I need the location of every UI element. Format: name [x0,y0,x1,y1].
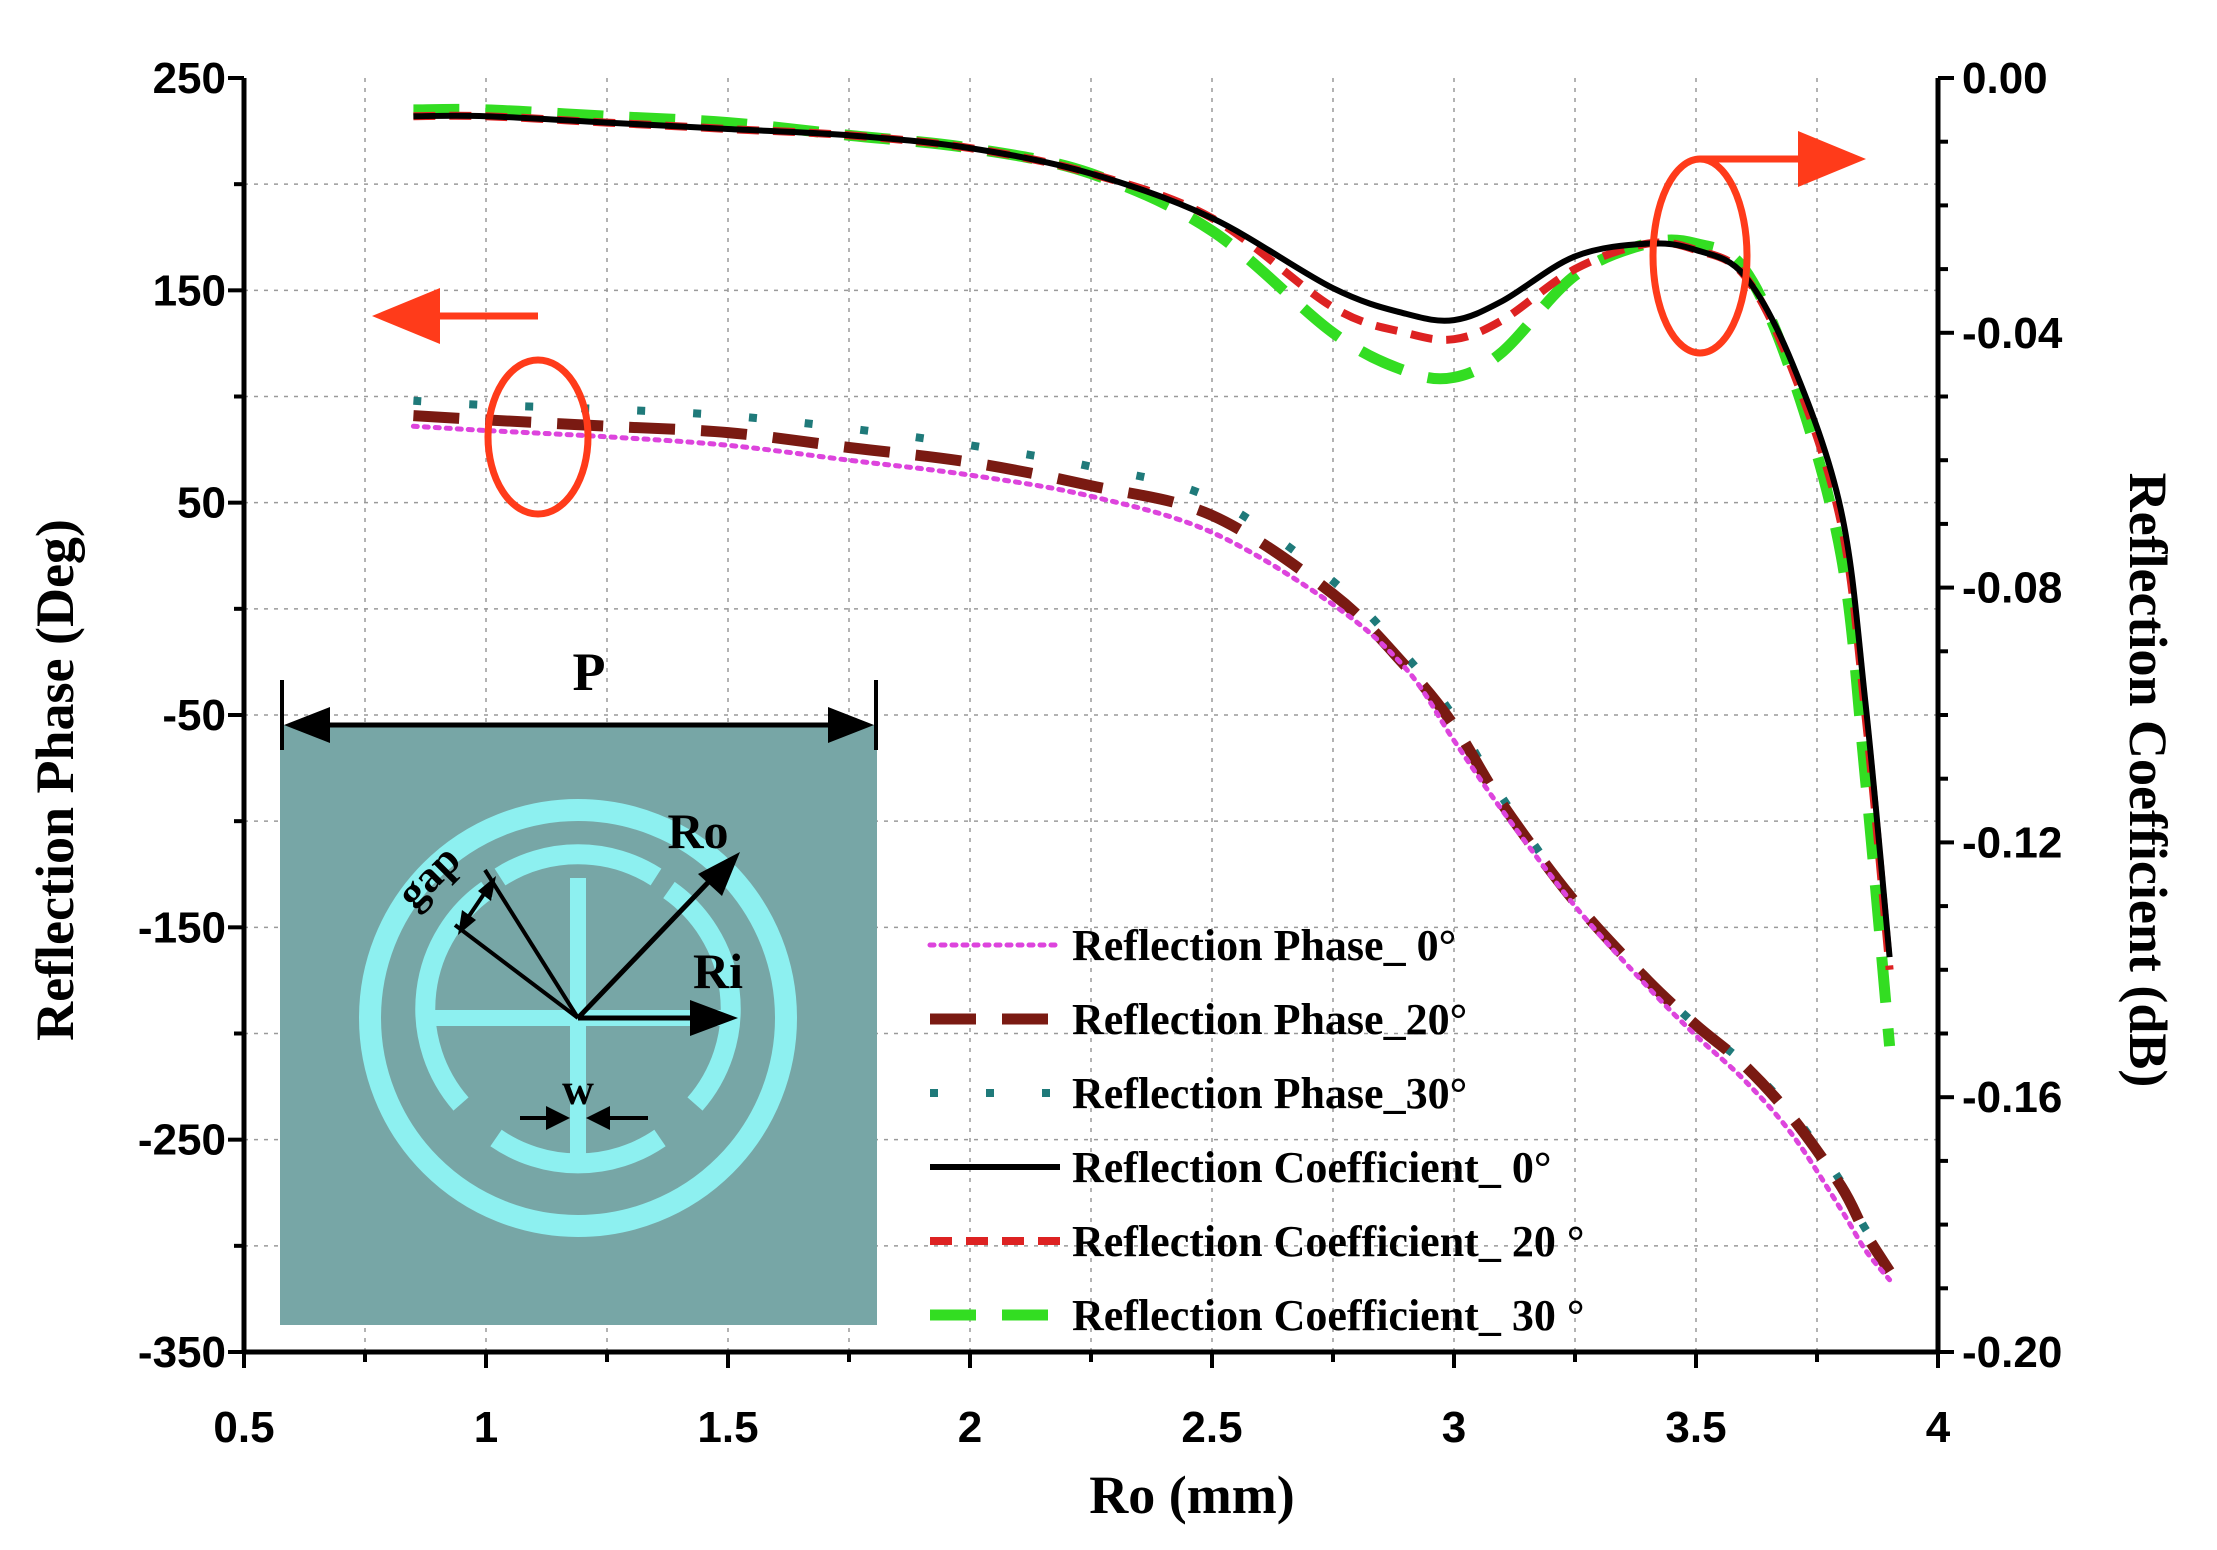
legend-label-2: Reflection Phase_20° [1072,995,1467,1044]
ri-arrowhead-icon [690,1000,738,1036]
y-left-tick-label: -350 [138,1328,226,1377]
inner-ring-top-arc [494,844,662,886]
p-arrowhead-icon [284,707,330,743]
inset-label-w: w [562,1065,594,1114]
legend-label-3: Reflection Phase_30° [1072,1069,1467,1118]
y-right-tick-label: 0.00 [1962,54,2048,103]
x-tick-label: 1.5 [697,1403,758,1452]
inset-label-ro: Ro [667,803,728,859]
ro-vector [576,868,722,1020]
y-left-tick-label: -150 [138,903,226,952]
series-line-1 [410,423,1893,1283]
inset-label-ri: Ri [693,943,743,999]
legend-label-1: Reflection Phase_ 0° [1072,921,1456,970]
y-left-tick-label: 250 [153,54,226,103]
x-tick-label: 4 [1926,1403,1951,1452]
x-tick-label: 2.5 [1181,1403,1242,1452]
gap-line-outer [453,923,580,1020]
left-axis-indicator-ellipse [484,356,592,518]
gap-arrowhead-icon [478,876,496,901]
y-left-axis-title: Reflection Phase (Deg) [25,519,85,1041]
right-arrow-icon [1798,131,1866,187]
y-left-tick-label: 50 [177,479,226,528]
gap-arrowhead-icon [458,910,476,935]
left-arrow-icon [372,288,440,344]
legend-label-4: Reflection Coefficient_ 0° [1072,1143,1551,1192]
x-tick-label: 2 [958,1403,982,1452]
legend-label-6: Reflection Coefficient_ 30 ° [1072,1291,1584,1340]
w-arrowhead-icon [586,1106,610,1130]
y-left-tick-label: 150 [153,266,226,315]
x-axis-title: Ro (mm) [1089,1465,1294,1525]
series-line-4 [413,112,1893,958]
legend: Reflection Phase_ 0° Reflection Phase_20°… [927,921,1584,1340]
series-lines [410,103,1896,1283]
x-tick-label: 1 [474,1403,498,1452]
y-left-tick-label: -50 [162,691,226,740]
w-arrowhead-icon [546,1106,570,1130]
x-tick-label: 3.5 [1665,1403,1726,1452]
legend-label-5: Reflection Coefficient_ 20 ° [1072,1217,1584,1266]
p-arrowhead-icon [828,707,874,743]
axes: 0.5 1 1.5 2 2.5 3 3.5 4 250 150 50 -50 -150 -250 -350 0… [138,54,2063,1452]
y-right-tick-label: -0.08 [1962,564,2062,613]
y-right-axis-title: Reflection Coefficient (dB) [2118,473,2178,1088]
ro-arrowhead-icon [698,852,740,896]
x-tick-label: 0.5 [213,1403,274,1452]
y-left-tick-label: -250 [138,1116,226,1165]
gap-line-inner [483,868,580,1020]
series-line-6 [413,103,1896,1047]
y-right-tick-label: -0.16 [1962,1073,2062,1122]
unit-cell-inset: P Ro Ri gap w [280,642,878,1325]
axis-indicators [372,131,1866,518]
x-tick-label: 3 [1442,1403,1466,1452]
inner-ring-right-arc [663,881,741,1111]
inset-label-p: P [573,642,606,702]
outer-ring [359,799,797,1237]
y-right-tick-label: -0.04 [1962,309,2063,358]
right-axis-indicator-ellipse [1649,155,1751,357]
y-right-tick-label: -0.20 [1962,1328,2062,1377]
y-right-tick-label: -0.12 [1962,818,2062,867]
